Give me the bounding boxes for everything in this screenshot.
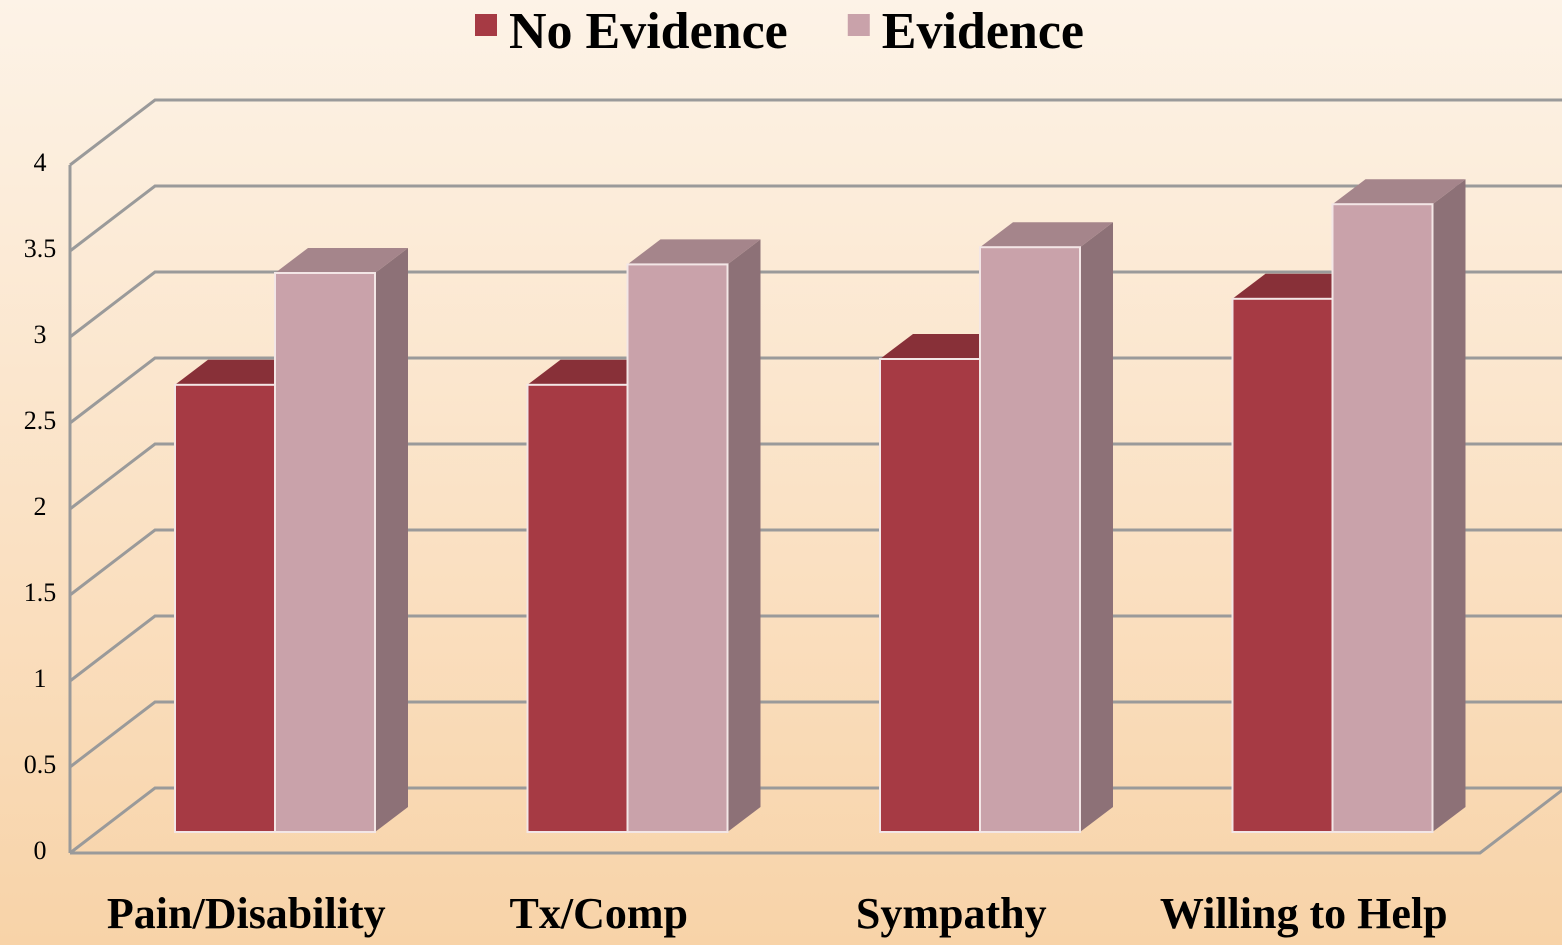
bar-side xyxy=(1432,179,1466,832)
y-tick-label: 2 xyxy=(34,492,47,521)
bar xyxy=(626,263,729,833)
grid-line xyxy=(69,184,1562,253)
y-tick-label: 4 xyxy=(34,148,47,177)
y-tick-label: 2.5 xyxy=(24,406,57,435)
bar xyxy=(174,383,276,833)
bar xyxy=(526,383,629,833)
bar-top xyxy=(627,239,761,265)
bar xyxy=(879,358,981,833)
y-tick-label: 0 xyxy=(34,836,47,865)
legend-label: Evidence xyxy=(882,3,1084,60)
bar-side xyxy=(375,248,408,832)
y-tick-label: 1.5 xyxy=(24,578,57,607)
bar xyxy=(1231,297,1334,833)
bar-side xyxy=(1080,222,1113,832)
bar-top xyxy=(275,248,408,273)
bar xyxy=(1331,203,1434,833)
y-tick-label: 1 xyxy=(34,664,47,693)
x-tick-label: Tx/Comp xyxy=(510,889,688,938)
bar xyxy=(274,272,376,833)
floor xyxy=(70,788,1562,855)
y-tick-label: 0.5 xyxy=(24,750,57,779)
y-tick-label: 3.5 xyxy=(24,234,57,263)
bar-top xyxy=(980,222,1113,248)
bar-top xyxy=(1332,179,1466,205)
bar-side xyxy=(727,239,761,832)
legend-label: No Evidence xyxy=(509,3,788,60)
x-tick-label: Willing to Help xyxy=(1160,889,1448,938)
legend-swatch xyxy=(475,14,497,36)
x-tick-label: Pain/Disability xyxy=(107,889,386,938)
x-tick-label: Sympathy xyxy=(856,889,1047,938)
legend-swatch xyxy=(847,14,870,36)
bar xyxy=(979,246,1081,833)
y-tick-label: 3 xyxy=(34,320,47,349)
grid-line xyxy=(69,98,1562,167)
